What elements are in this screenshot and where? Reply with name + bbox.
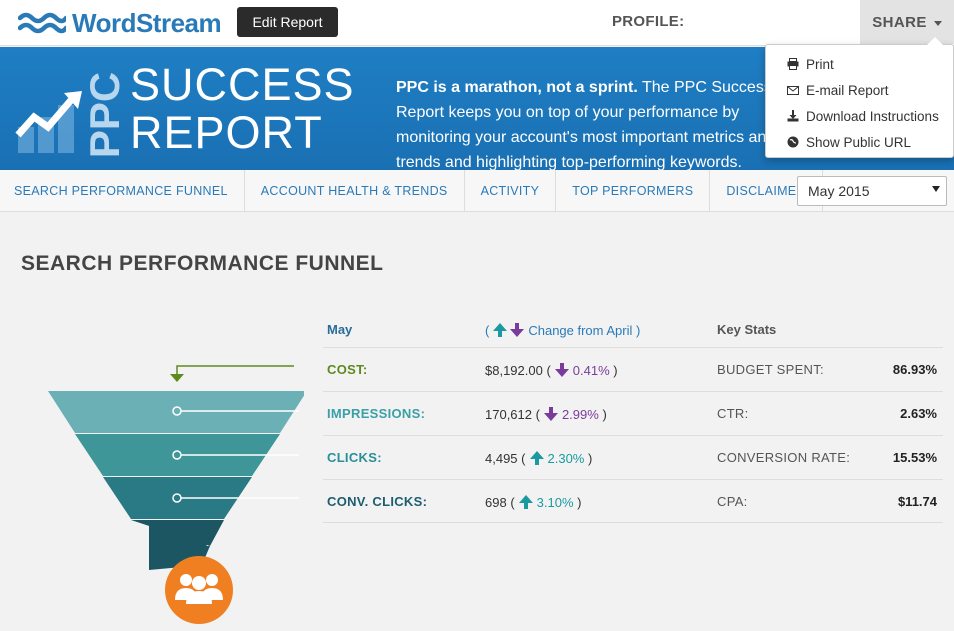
change-percent: 2.99%	[561, 406, 599, 422]
wave-logo-icon	[18, 12, 66, 34]
globe-icon	[787, 136, 799, 148]
menu-item-public-url[interactable]: Show Public URL	[766, 129, 953, 155]
metric-value-group: 698 (3.10% )	[485, 494, 582, 510]
profile-value	[686, 10, 851, 32]
month-select[interactable]: May 2015	[797, 176, 947, 206]
menu-item-email[interactable]: E-mail Report	[766, 77, 953, 103]
table-row: IMPRESSIONS: 170,612 (2.99% ) CTR: 2.63%	[323, 391, 943, 435]
stat-value: $11.74	[897, 494, 937, 509]
funnel-dot-1	[172, 406, 182, 416]
funnel-dot-2	[172, 450, 182, 460]
tagline-bold: PPC is a marathon, not a sprint.	[396, 79, 638, 96]
funnel-graphic	[48, 365, 304, 624]
col-header-key-stats: Key Stats	[717, 322, 777, 337]
change-header-label: Change from April	[528, 322, 633, 338]
paren-close: )	[636, 322, 641, 338]
funnel-dot-3	[172, 493, 182, 503]
tab-search-performance-funnel[interactable]: SEARCH PERFORMANCE FUNNEL	[0, 170, 245, 212]
arrow-up-icon	[493, 323, 508, 337]
stat-label: CPA:	[717, 494, 748, 509]
ppc-text: PPC	[83, 72, 125, 158]
table-row: CONV. CLICKS: 698 (3.10% ) CPA: $11.74	[323, 479, 943, 523]
month-select-value: May 2015	[808, 183, 870, 199]
metric-value-group: $8,192.00 (0.41% )	[485, 362, 618, 378]
top-bar: WordStream Edit Report PROFILE: SHARE	[0, 0, 954, 46]
profile-label: PROFILE:	[612, 13, 685, 30]
arrow-down-icon	[510, 323, 525, 337]
arrow-down-icon	[543, 407, 558, 421]
metric-value: $8,192.00	[485, 362, 543, 378]
stat-value: 2.63%	[900, 406, 937, 421]
logo-text: WordStream	[72, 7, 222, 38]
menu-item-label: Print	[806, 56, 834, 72]
print-icon	[787, 58, 799, 70]
table-row: CLICKS: 4,495 (2.30% ) CONVERSION RATE: 15.…	[323, 435, 943, 479]
metric-label: CONV. CLICKS:	[327, 494, 428, 509]
metric-value-group: 170,612 (2.99% )	[485, 406, 607, 422]
metric-label: CLICKS:	[327, 450, 382, 465]
menu-item-label: Download Instructions	[806, 108, 939, 124]
select-arrow-icon	[932, 186, 940, 192]
arrow-up-icon	[518, 495, 533, 509]
menu-item-label: E-mail Report	[806, 82, 889, 98]
tagline-rest: The PPC Success Report keeps you on top …	[396, 79, 776, 170]
metric-value-group: 4,495 (2.30% )	[485, 450, 593, 466]
report-heading: REPORT	[130, 107, 323, 158]
cost-arrow-line	[176, 365, 294, 376]
arrow-down-icon	[554, 363, 569, 377]
metric-value: 170,612	[485, 406, 532, 422]
stat-value: 15.53%	[892, 450, 937, 465]
metric-value: 698	[485, 494, 507, 510]
tab-activity[interactable]: ACTIVITY	[465, 170, 557, 212]
table-row: COST: $8,192.00 (0.41% ) BUDGET SPENT: 86.9…	[323, 347, 943, 391]
success-heading: SUCCESS	[130, 59, 355, 110]
change-percent: 2.30%	[547, 450, 585, 466]
stat-label: BUDGET SPENT:	[717, 362, 824, 377]
chart-arrow-icon	[15, 91, 82, 153]
download-icon	[787, 110, 799, 122]
hero-banner: PPC SUCCESS REPORT PPC is a marathon, no…	[0, 47, 954, 170]
cost-arrow-head	[170, 374, 184, 382]
edit-report-button[interactable]: Edit Report	[237, 7, 338, 37]
menu-item-label: Show Public URL	[806, 134, 912, 150]
metric-label: COST:	[327, 362, 368, 377]
menu-item-print[interactable]: Print	[766, 51, 953, 77]
metric-label: IMPRESSIONS:	[327, 406, 426, 421]
menu-item-download[interactable]: Download Instructions	[766, 103, 953, 129]
col-header-change: ( Change from April )	[485, 322, 640, 338]
tab-account-health-trends[interactable]: ACCOUNT HEALTH & TRENDS	[245, 170, 465, 212]
change-percent: 3.10%	[536, 494, 574, 510]
arrow-up-icon	[529, 451, 544, 465]
section-title: SEARCH PERFORMANCE FUNNEL	[21, 252, 384, 275]
envelope-icon	[787, 86, 799, 95]
users-icon	[175, 574, 223, 604]
col-header-month: May	[327, 322, 353, 337]
stat-label: CONVERSION RATE:	[717, 450, 851, 465]
change-percent: 0.41%	[572, 362, 610, 378]
share-dropdown-menu: Print E-mail Report Download Instruction…	[765, 37, 954, 158]
stat-value: 86.93%	[892, 362, 937, 377]
ppc-vertical-text: PPC	[83, 72, 125, 158]
section-nav: SEARCH PERFORMANCE FUNNEL ACCOUNT HEALTH…	[0, 170, 954, 212]
share-label: SHARE	[872, 13, 927, 31]
banner-tagline: PPC is a marathon, not a sprint. The PPC…	[396, 75, 776, 170]
paren-open: (	[485, 322, 490, 338]
metric-value: 4,495	[485, 450, 518, 466]
caret-down-icon	[933, 20, 942, 26]
wordstream-logo[interactable]: WordStream	[18, 7, 222, 38]
stat-label: CTR:	[717, 406, 749, 421]
tab-top-performers[interactable]: TOP PERFORMERS	[556, 170, 711, 212]
share-button[interactable]: SHARE	[860, 0, 954, 44]
